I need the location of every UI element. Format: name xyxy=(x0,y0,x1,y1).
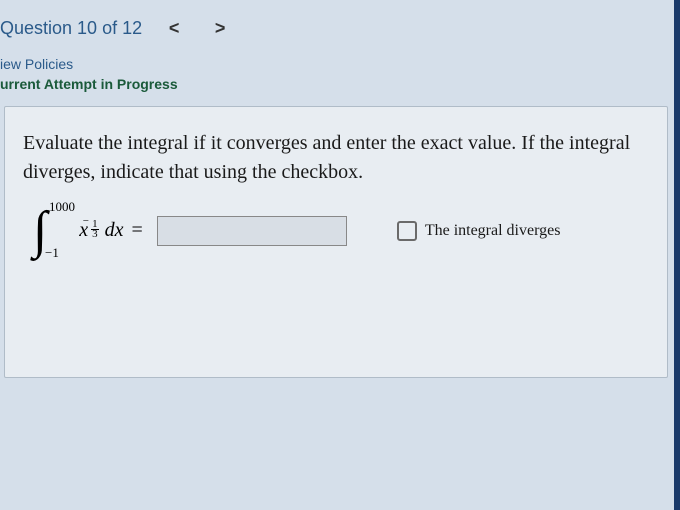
integral-lower-limit: −1 xyxy=(45,245,59,261)
exponent-sign: − xyxy=(83,217,89,227)
equals-sign: = xyxy=(132,219,143,242)
question-header: Question 10 of 12 < > xyxy=(0,0,680,52)
chevron-left-icon: < xyxy=(169,18,180,39)
integrand-differential: dx xyxy=(105,219,124,242)
page-container: Question 10 of 12 < > iew Policies urren… xyxy=(0,0,680,510)
diverges-block: The integral diverges xyxy=(397,221,561,241)
chevron-right-icon: > xyxy=(215,18,226,39)
answer-input[interactable] xyxy=(157,216,347,246)
question-instruction: Evaluate the integral if it converges an… xyxy=(23,129,649,187)
view-policies-link[interactable]: iew Policies xyxy=(0,52,680,74)
integrand: x − 1 3 dx = xyxy=(79,210,147,253)
diverges-checkbox[interactable] xyxy=(397,221,417,241)
right-edge-decoration xyxy=(674,0,680,510)
question-number-label: Question 10 of 12 xyxy=(0,18,142,39)
attempt-status-label: urrent Attempt in Progress xyxy=(0,74,680,106)
integral-expression: ∫ 1000 −1 x − 1 3 dx = xyxy=(23,205,147,257)
integral-row: ∫ 1000 −1 x − 1 3 dx = The integral di xyxy=(23,205,649,257)
question-panel: Evaluate the integral if it converges an… xyxy=(4,106,668,378)
integral-upper-limit: 1000 xyxy=(49,199,75,215)
next-question-button[interactable]: > xyxy=(206,14,234,42)
integrand-exponent: − 1 3 xyxy=(91,210,99,241)
prev-question-button[interactable]: < xyxy=(160,14,188,42)
diverges-label: The integral diverges xyxy=(425,222,561,240)
exponent-denominator: 3 xyxy=(92,230,98,240)
